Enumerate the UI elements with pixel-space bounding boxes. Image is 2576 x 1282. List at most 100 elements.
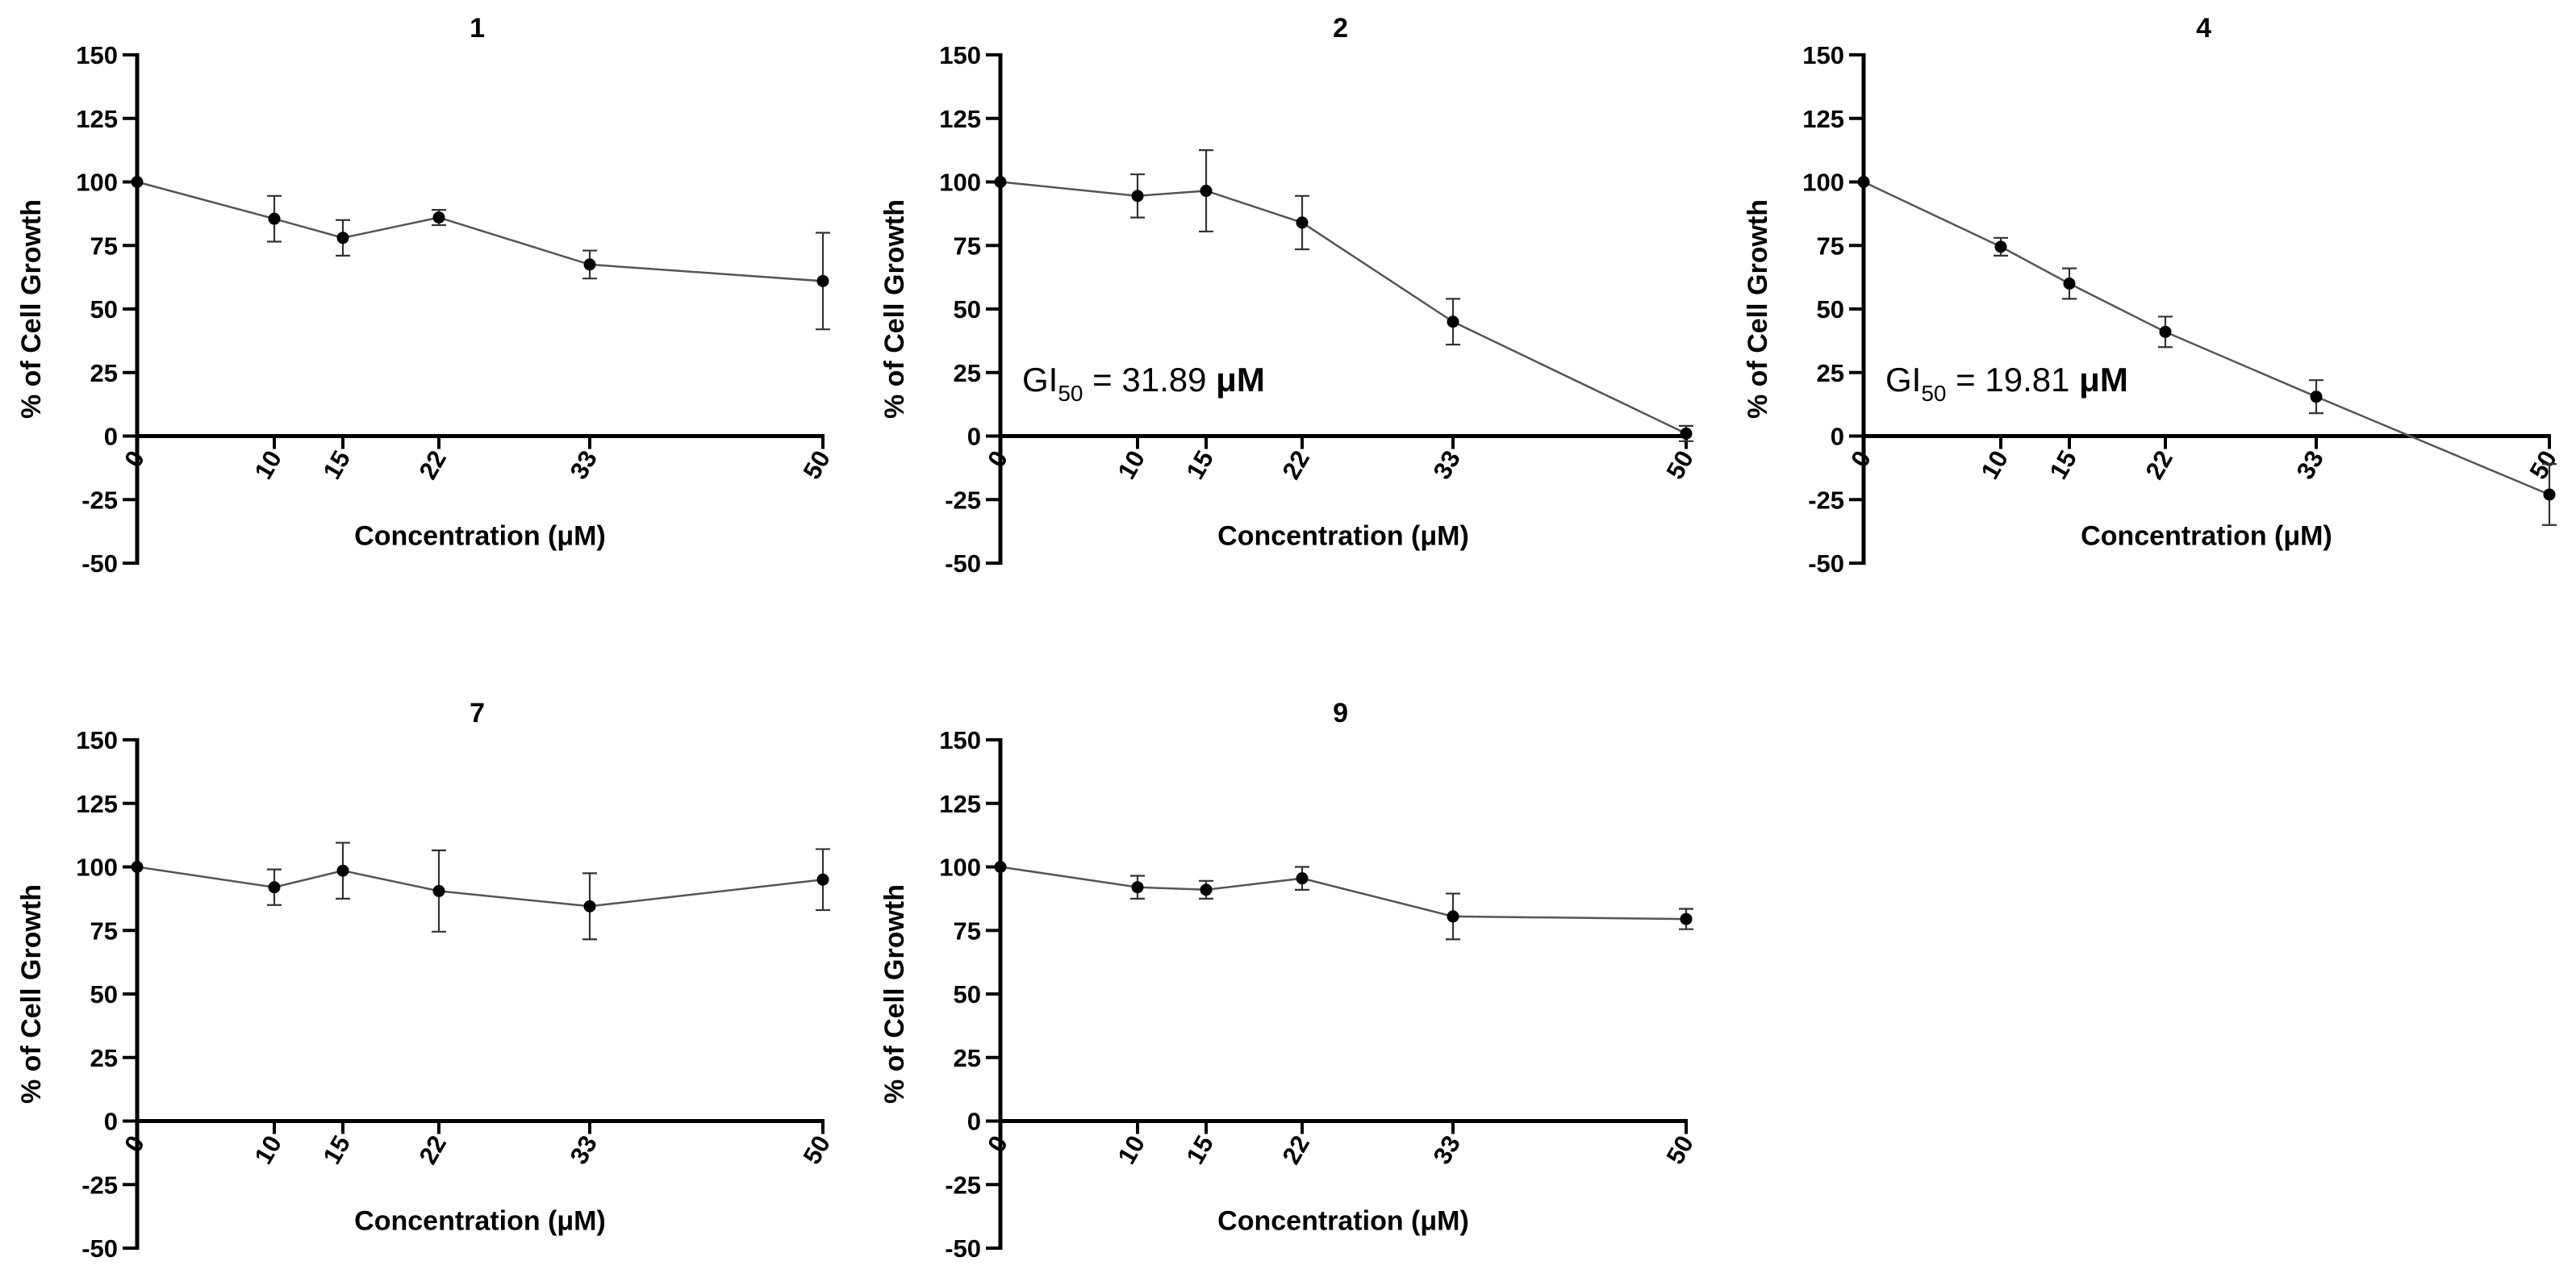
y-tick-label: 150	[939, 41, 981, 69]
data-point	[1131, 190, 1144, 203]
y-tick-label: -50	[81, 549, 118, 578]
data-point	[994, 176, 1007, 188]
x-tick-label: 50	[798, 446, 837, 484]
y-tick-label: 50	[90, 980, 118, 1008]
x-tick-label: 50	[1661, 1131, 1700, 1169]
y-tick-label: 0	[104, 423, 118, 451]
y-axis-title: % of Cell Growth	[16, 199, 47, 419]
data-point	[268, 212, 281, 225]
data-point	[432, 884, 445, 897]
y-tick-label: 75	[90, 232, 118, 260]
x-axis-title: Concentration (μM)	[1217, 521, 1469, 552]
data-point	[1296, 872, 1309, 885]
y-tick-label: -50	[1808, 549, 1844, 578]
x-tick-label: 15	[1181, 1131, 1220, 1169]
y-tick-label: 50	[954, 980, 981, 1008]
data-point	[1447, 910, 1459, 923]
data-point	[583, 258, 596, 271]
y-tick-label: 150	[1802, 41, 1844, 69]
y-tick-label: 25	[954, 359, 981, 387]
data-point	[1447, 315, 1459, 328]
data-point	[1296, 216, 1309, 229]
data-point	[336, 864, 349, 877]
y-tick-label: 25	[90, 1044, 118, 1072]
y-tick-label: -25	[81, 1171, 118, 1199]
y-tick-label: 50	[90, 295, 118, 324]
y-tick-label: -50	[81, 1234, 118, 1263]
x-axis-title: Concentration (μM)	[2081, 521, 2332, 552]
data-point	[994, 861, 1007, 873]
y-tick-label: 25	[90, 359, 118, 387]
x-axis-title: Concentration (μM)	[354, 521, 606, 552]
y-tick-label: 75	[954, 232, 981, 260]
x-tick-label: 0	[1845, 446, 1877, 472]
y-tick-label: 100	[939, 169, 981, 197]
data-point	[816, 274, 829, 287]
gi50-annotation: GI50 = 19.81 μM	[1885, 361, 2128, 406]
x-tick-label: 15	[1181, 446, 1220, 484]
x-tick-label: 33	[1428, 446, 1467, 484]
series-line	[1000, 866, 1687, 921]
data-point	[336, 232, 349, 244]
x-axis-title: Concentration (μM)	[1217, 1206, 1469, 1237]
panel-title: 2	[1333, 13, 1348, 44]
y-tick-label: -25	[81, 486, 118, 514]
series-line	[1000, 181, 1687, 435]
y-tick-label: -25	[945, 486, 981, 514]
x-tick-label: 15	[2044, 446, 2083, 484]
y-tick-label: 100	[939, 854, 981, 882]
y-tick-label: 150	[76, 726, 118, 754]
x-tick-label: 22	[1277, 446, 1316, 484]
panel-title: 4	[2196, 13, 2211, 44]
y-tick-label: 25	[1817, 359, 1844, 387]
data-point	[1857, 176, 1870, 188]
y-tick-label: 0	[967, 423, 981, 451]
x-tick-label: 0	[982, 1131, 1013, 1157]
x-tick-label: 22	[1277, 1131, 1316, 1169]
panel-title: 9	[1333, 698, 1348, 729]
y-tick-label: 125	[939, 790, 981, 818]
y-tick-label: 150	[76, 41, 118, 69]
x-tick-label: 50	[798, 1131, 837, 1169]
data-point	[2159, 325, 2172, 338]
data-point	[2310, 390, 2323, 403]
y-axis-title: % of Cell Growth	[1743, 199, 1773, 419]
x-tick-label: 22	[414, 446, 453, 484]
x-tick-label: 22	[414, 1131, 453, 1169]
data-point	[1680, 427, 1693, 440]
x-tick-label: 10	[1113, 1131, 1151, 1169]
x-tick-label: 10	[249, 1131, 288, 1169]
x-tick-label: 22	[2140, 446, 2179, 484]
data-point	[268, 881, 281, 894]
data-point	[1200, 883, 1213, 896]
panel-title: 1	[470, 13, 485, 44]
y-tick-label: 25	[954, 1044, 981, 1072]
x-tick-label: 15	[318, 1131, 357, 1169]
x-tick-label: 33	[565, 446, 603, 484]
y-axis-title: % of Cell Growth	[16, 884, 47, 1104]
series-line	[136, 181, 824, 282]
y-tick-label: -25	[945, 1171, 981, 1199]
y-tick-label: 100	[76, 169, 118, 197]
y-tick-label: -50	[945, 1234, 981, 1263]
y-tick-label: 125	[76, 105, 118, 133]
y-tick-label: 0	[967, 1108, 981, 1136]
y-axis-title: % of Cell Growth	[879, 199, 910, 419]
y-tick-label: -25	[1808, 486, 1844, 514]
x-tick-label: 10	[1113, 446, 1151, 484]
data-point	[583, 900, 596, 912]
x-tick-label: 33	[2291, 446, 2330, 484]
y-tick-label: 75	[1817, 232, 1844, 260]
data-point	[131, 861, 144, 873]
data-point	[1680, 912, 1693, 925]
y-tick-label: 75	[90, 917, 118, 945]
y-tick-label: 100	[76, 854, 118, 882]
x-tick-label: 33	[565, 1131, 603, 1169]
x-tick-label: 33	[1428, 1131, 1467, 1169]
